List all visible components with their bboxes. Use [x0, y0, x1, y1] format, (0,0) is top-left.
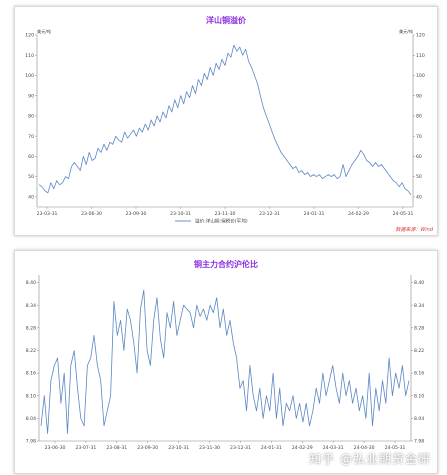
- y-tick-label-right: 50: [416, 174, 422, 180]
- y-tick-label-right: 80: [416, 114, 422, 120]
- y-tick-label-left: 120: [25, 33, 34, 39]
- series-line: [38, 44, 412, 196]
- x-tick-label: 23-09-30: [137, 445, 158, 451]
- x-tick-label: 24-02-29: [292, 445, 313, 451]
- x-tick-label: 24-03-31: [323, 445, 344, 451]
- x-tick-label: 23-07-31: [75, 445, 96, 451]
- x-tick-label: 23-06-30: [81, 211, 102, 217]
- y-tick-label-left: 7.98: [26, 439, 36, 445]
- x-tick-label: 23-08-31: [106, 445, 127, 451]
- y-tick-label-right: 120: [416, 33, 425, 39]
- x-tick-label: 23-11-30: [199, 445, 220, 451]
- watermark: 知乎 @弘业期货金研: [309, 452, 431, 466]
- y-tick-label-right: 110: [416, 53, 425, 59]
- x-tick-label: 24-05-31: [385, 445, 406, 451]
- y-tick-label-right: 8.22: [414, 348, 424, 354]
- x-tick-label: 24-01-31: [261, 445, 282, 451]
- y-tick-label-left: 100: [25, 73, 34, 79]
- x-tick-label: 24-01-31: [304, 211, 325, 217]
- series-line: [40, 289, 410, 434]
- y-tick-label-left: 70: [28, 134, 34, 140]
- y-tick-label-left: 50: [28, 174, 34, 180]
- y-tick-label-left: 8.10: [26, 393, 36, 399]
- y-tick-label-right: 8.34: [414, 303, 424, 309]
- x-tick-label: 23-03-31: [37, 211, 58, 217]
- source-note: 数据来源：Wind: [395, 226, 434, 233]
- y-tick-label-right: 7.98: [414, 439, 424, 445]
- y-tick-label-right: 40: [416, 194, 422, 200]
- x-tick-label: 23-09-30: [126, 211, 147, 217]
- y-tick-label-left: 8.22: [26, 348, 36, 354]
- y-axis-unit-right: 美元/吨: [399, 28, 414, 35]
- chart-panel-premium: 洋山铜溢价 美元/吨 美元/吨 数据来源：Wind 40 40 50 50 60 60 70…: [14, 6, 438, 236]
- x-tick-label: 24-05-31: [393, 211, 414, 217]
- y-tick-label-right: 8.10: [414, 393, 424, 399]
- y-tick-label-left: 60: [28, 154, 34, 160]
- y-tick-label-left: 8.40: [26, 280, 36, 286]
- legend-label: 溢价:洋山铜:保税价(平均): [195, 218, 248, 225]
- chart-title: 洋山铜溢价: [206, 15, 247, 25]
- y-tick-label-left: 40: [28, 194, 34, 200]
- y-tick-label-left: 90: [28, 93, 34, 99]
- x-tick-label: 24-04-30: [354, 445, 375, 451]
- y-tick-label-left: 8.34: [26, 303, 36, 309]
- y-axis-unit-left: 美元/吨: [37, 28, 52, 35]
- chart-title: 铜主力合约沪伦比: [194, 259, 258, 269]
- y-tick-label-left: 8.04: [26, 416, 36, 422]
- x-tick-label: 23-12-31: [230, 445, 251, 451]
- y-tick-label-left: 8.28: [26, 325, 36, 331]
- premium-chart-svg: 洋山铜溢价 美元/吨 美元/吨 数据来源：Wind 40 40 50 50 60 60 70…: [25, 15, 434, 233]
- chart-panel-ratio: 铜主力合约沪伦比 7.98 7.98 8.04 8.04 8.10 8.10 8.16 8.1…: [14, 250, 438, 474]
- x-tick-label: 23-06-30: [45, 445, 66, 451]
- y-tick-label-right: 70: [416, 134, 422, 140]
- y-tick-label-left: 80: [28, 114, 34, 120]
- x-tick-label: 23-10-31: [170, 211, 191, 217]
- y-tick-label-left: 110: [25, 53, 34, 59]
- x-tick-label: 23-12-31: [259, 211, 280, 217]
- y-tick-label-right: 8.04: [414, 416, 424, 422]
- ratio-chart-svg: 铜主力合约沪伦比 7.98 7.98 8.04 8.04 8.10 8.10 8.16 8.1…: [26, 259, 425, 451]
- x-tick-label: 23-11-30: [215, 211, 236, 217]
- y-tick-label-right: 8.40: [414, 280, 424, 286]
- y-tick-label-right: 100: [416, 73, 425, 79]
- legend: 溢价:洋山铜:保税价(平均): [175, 218, 248, 225]
- y-tick-label-right: 60: [416, 154, 422, 160]
- y-tick-label-right: 90: [416, 93, 422, 99]
- x-tick-label: 23-10-31: [168, 445, 189, 451]
- y-tick-label-left: 8.16: [26, 371, 36, 377]
- y-tick-label-right: 8.16: [414, 371, 424, 377]
- x-tick-label: 24-02-29: [348, 211, 369, 217]
- y-tick-label-right: 8.28: [414, 325, 424, 331]
